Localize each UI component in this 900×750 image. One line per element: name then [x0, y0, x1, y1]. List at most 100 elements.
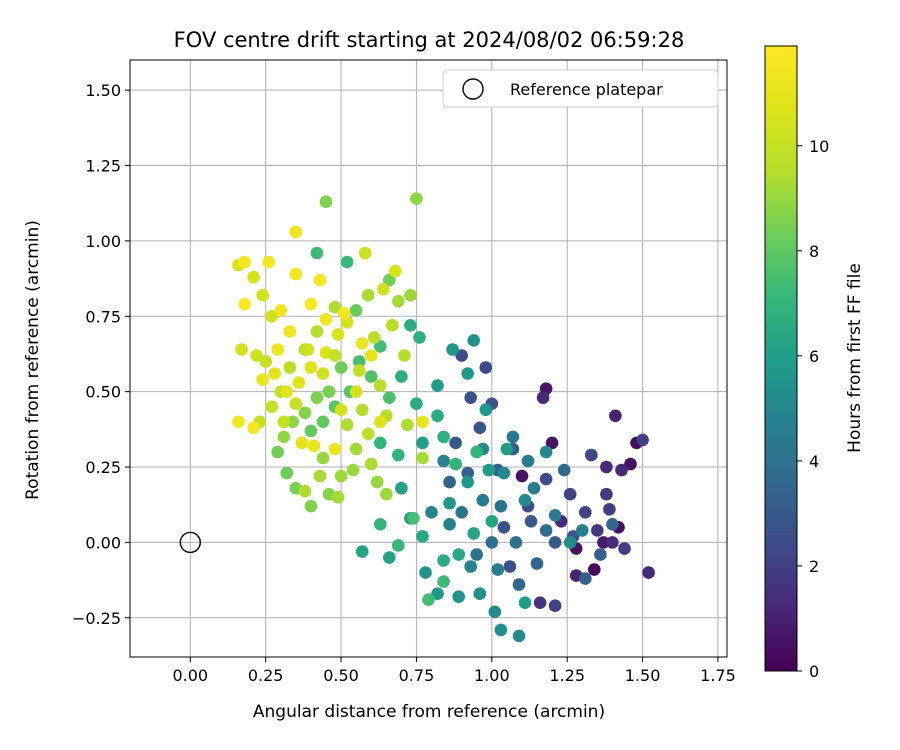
data-point	[431, 409, 444, 423]
data-point	[392, 539, 405, 552]
data-point	[410, 397, 423, 411]
colorbar-label: Hours from first FF file	[845, 263, 865, 453]
data-point	[256, 373, 270, 386]
data-point	[367, 331, 381, 344]
data-point	[364, 457, 378, 471]
data-point	[455, 506, 469, 519]
data-point	[337, 307, 351, 320]
x-tick-label: 0.50	[323, 666, 359, 685]
data-point	[374, 340, 387, 353]
data-point	[250, 349, 263, 362]
data-point	[301, 343, 315, 356]
data-point	[307, 439, 321, 453]
data-point	[416, 436, 429, 450]
data-point	[536, 391, 550, 405]
data-point	[286, 415, 300, 429]
data-point	[539, 524, 553, 537]
data-point	[304, 297, 318, 311]
data-point	[452, 590, 466, 603]
data-point	[389, 264, 402, 278]
data-point	[461, 367, 475, 380]
data-point	[548, 536, 562, 549]
data-point	[355, 403, 369, 417]
data-point	[591, 524, 604, 537]
y-tick-label: 0.50	[85, 383, 121, 402]
data-point	[398, 349, 411, 362]
data-point	[292, 376, 306, 389]
data-point	[579, 506, 592, 519]
data-point	[594, 548, 607, 561]
data-point	[289, 267, 303, 281]
data-point	[349, 304, 363, 317]
x-tick-label: 0.75	[399, 666, 435, 685]
data-point	[576, 524, 589, 537]
data-point	[600, 460, 613, 474]
data-point	[618, 542, 631, 555]
data-point	[404, 319, 417, 332]
data-point	[500, 442, 514, 456]
data-point	[313, 273, 327, 287]
data-point	[328, 300, 342, 314]
y-tick-label: 1.50	[85, 81, 121, 100]
data-point	[464, 391, 478, 405]
data-point	[310, 391, 324, 405]
data-point	[437, 554, 450, 567]
data-point	[283, 325, 297, 338]
data-point	[319, 313, 333, 326]
data-point	[488, 605, 502, 619]
data-point	[425, 506, 438, 519]
data-point	[304, 424, 318, 438]
data-point	[588, 563, 601, 576]
data-point	[416, 415, 429, 429]
colorbar-tick-label: 4	[809, 452, 819, 471]
data-point	[289, 397, 303, 411]
data-point	[289, 225, 303, 239]
data-point	[422, 593, 435, 606]
data-point	[473, 587, 487, 600]
data-point	[494, 499, 508, 513]
x-tick-label: 1.25	[549, 666, 585, 685]
data-point	[238, 297, 251, 311]
data-point	[310, 246, 324, 260]
data-point	[265, 310, 279, 323]
data-point	[316, 367, 330, 380]
y-tick-label: 0.00	[85, 533, 121, 552]
data-point	[506, 430, 520, 444]
data-point	[503, 560, 517, 573]
data-point	[392, 294, 405, 308]
y-axis-ticks: −0.25 0.00 0.25 0.50 0.75 1.00 1.25 1.50	[72, 81, 130, 628]
data-point	[386, 319, 399, 332]
data-point	[606, 518, 619, 531]
legend-entry-label: Reference platepar	[510, 80, 663, 99]
data-point	[419, 566, 432, 579]
data-point	[358, 246, 372, 260]
data-point	[548, 509, 562, 522]
data-point	[271, 343, 285, 356]
data-point	[352, 364, 366, 377]
data-point	[364, 370, 378, 383]
data-point	[449, 436, 462, 450]
colorbar-tick-label: 6	[809, 347, 819, 366]
colorbar: 0 2 4 6 8 10 Hours from first FF file	[764, 45, 865, 681]
data-point	[256, 288, 270, 302]
data-point	[392, 448, 405, 462]
data-point	[485, 515, 499, 528]
data-point	[518, 493, 532, 507]
data-point	[585, 448, 598, 462]
data-point	[262, 255, 276, 269]
data-point	[410, 192, 423, 205]
data-point	[361, 427, 375, 441]
data-point	[395, 481, 408, 495]
data-point	[235, 343, 248, 356]
data-point	[383, 273, 396, 287]
data-point	[316, 451, 330, 465]
data-point	[467, 334, 481, 347]
data-point	[521, 454, 535, 468]
data-point	[247, 270, 260, 284]
data-point	[515, 469, 529, 483]
data-point	[597, 536, 610, 549]
data-point	[512, 578, 526, 591]
data-point	[443, 475, 456, 489]
data-point	[467, 527, 481, 540]
